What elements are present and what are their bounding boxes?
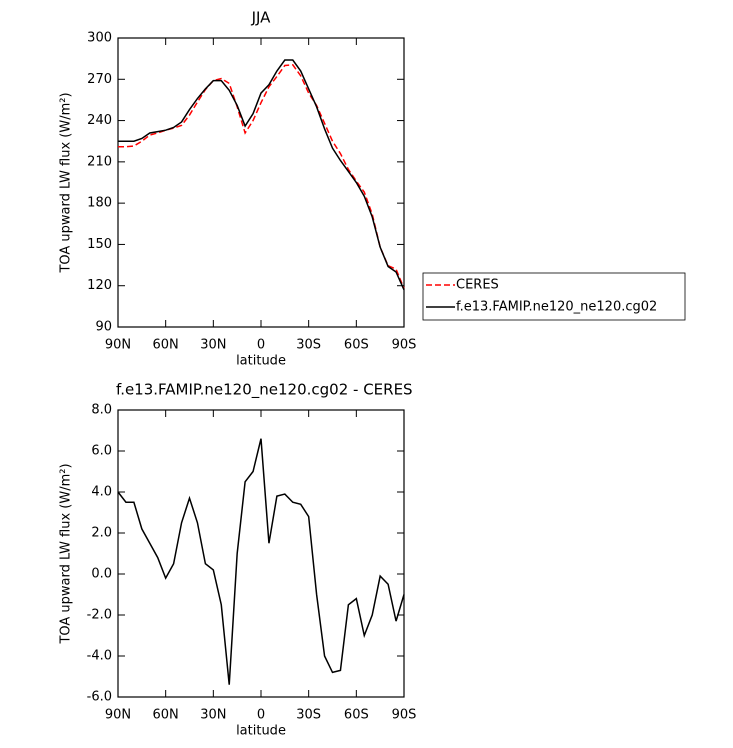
y-axis-label: TOA upward LW flux (W/m²) <box>59 463 74 644</box>
y-tick-label: 210 <box>87 154 112 169</box>
series-line <box>118 59 405 291</box>
y-tick-label: -4.0 <box>87 649 112 664</box>
y-tick-label: 8.0 <box>91 403 112 418</box>
x-tick-label: 60N <box>153 338 179 353</box>
x-tick-label: 60S <box>344 338 369 353</box>
x-tick-label: 30N <box>200 338 226 353</box>
x-tick-label: 30N <box>200 708 226 723</box>
x-tick-label: 0 <box>257 338 265 353</box>
y-tick-label: -6.0 <box>87 690 112 705</box>
chart-title: JJA <box>251 9 272 27</box>
y-tick-label: 6.0 <box>91 444 112 459</box>
x-tick-label: 90N <box>105 708 131 723</box>
y-tick-label: 0.0 <box>91 567 112 582</box>
y-axis-label: TOA upward LW flux (W/m²) <box>59 92 74 273</box>
x-tick-label: 90S <box>392 708 417 723</box>
legend-label: f.e13.FAMIP.ne120_ne120.cg02 <box>456 300 657 315</box>
series-line <box>117 438 405 685</box>
y-tick-label: 180 <box>87 196 112 211</box>
plot-frame <box>117 409 405 698</box>
plot-frame <box>117 37 405 328</box>
chart-title: f.e13.FAMIP.ne120_ne120.cg02 - CERES <box>116 381 413 400</box>
x-tick-label: 30S <box>296 338 321 353</box>
y-tick-label: 270 <box>87 72 112 87</box>
y-tick-label: 120 <box>87 278 112 293</box>
x-tick-label: 60N <box>153 708 179 723</box>
y-tick-label: 90 <box>95 320 112 335</box>
y-tick-label: 2.0 <box>91 526 112 541</box>
series-line <box>118 64 405 289</box>
y-tick-label: 300 <box>87 31 112 46</box>
y-tick-label: 150 <box>87 237 112 252</box>
x-tick-label: 90N <box>105 338 131 353</box>
legend-label: CERES <box>456 278 499 293</box>
legend-box <box>422 272 686 321</box>
x-tick-label: 60S <box>344 708 369 723</box>
x-axis-label: latitude <box>236 724 286 739</box>
y-tick-label: 240 <box>87 113 112 128</box>
y-tick-label: 4.0 <box>91 485 112 500</box>
x-tick-label: 0 <box>257 708 265 723</box>
x-axis-label: latitude <box>236 354 286 369</box>
y-tick-label: -2.0 <box>87 608 112 623</box>
x-tick-label: 30S <box>296 708 321 723</box>
x-tick-label: 90S <box>392 338 417 353</box>
